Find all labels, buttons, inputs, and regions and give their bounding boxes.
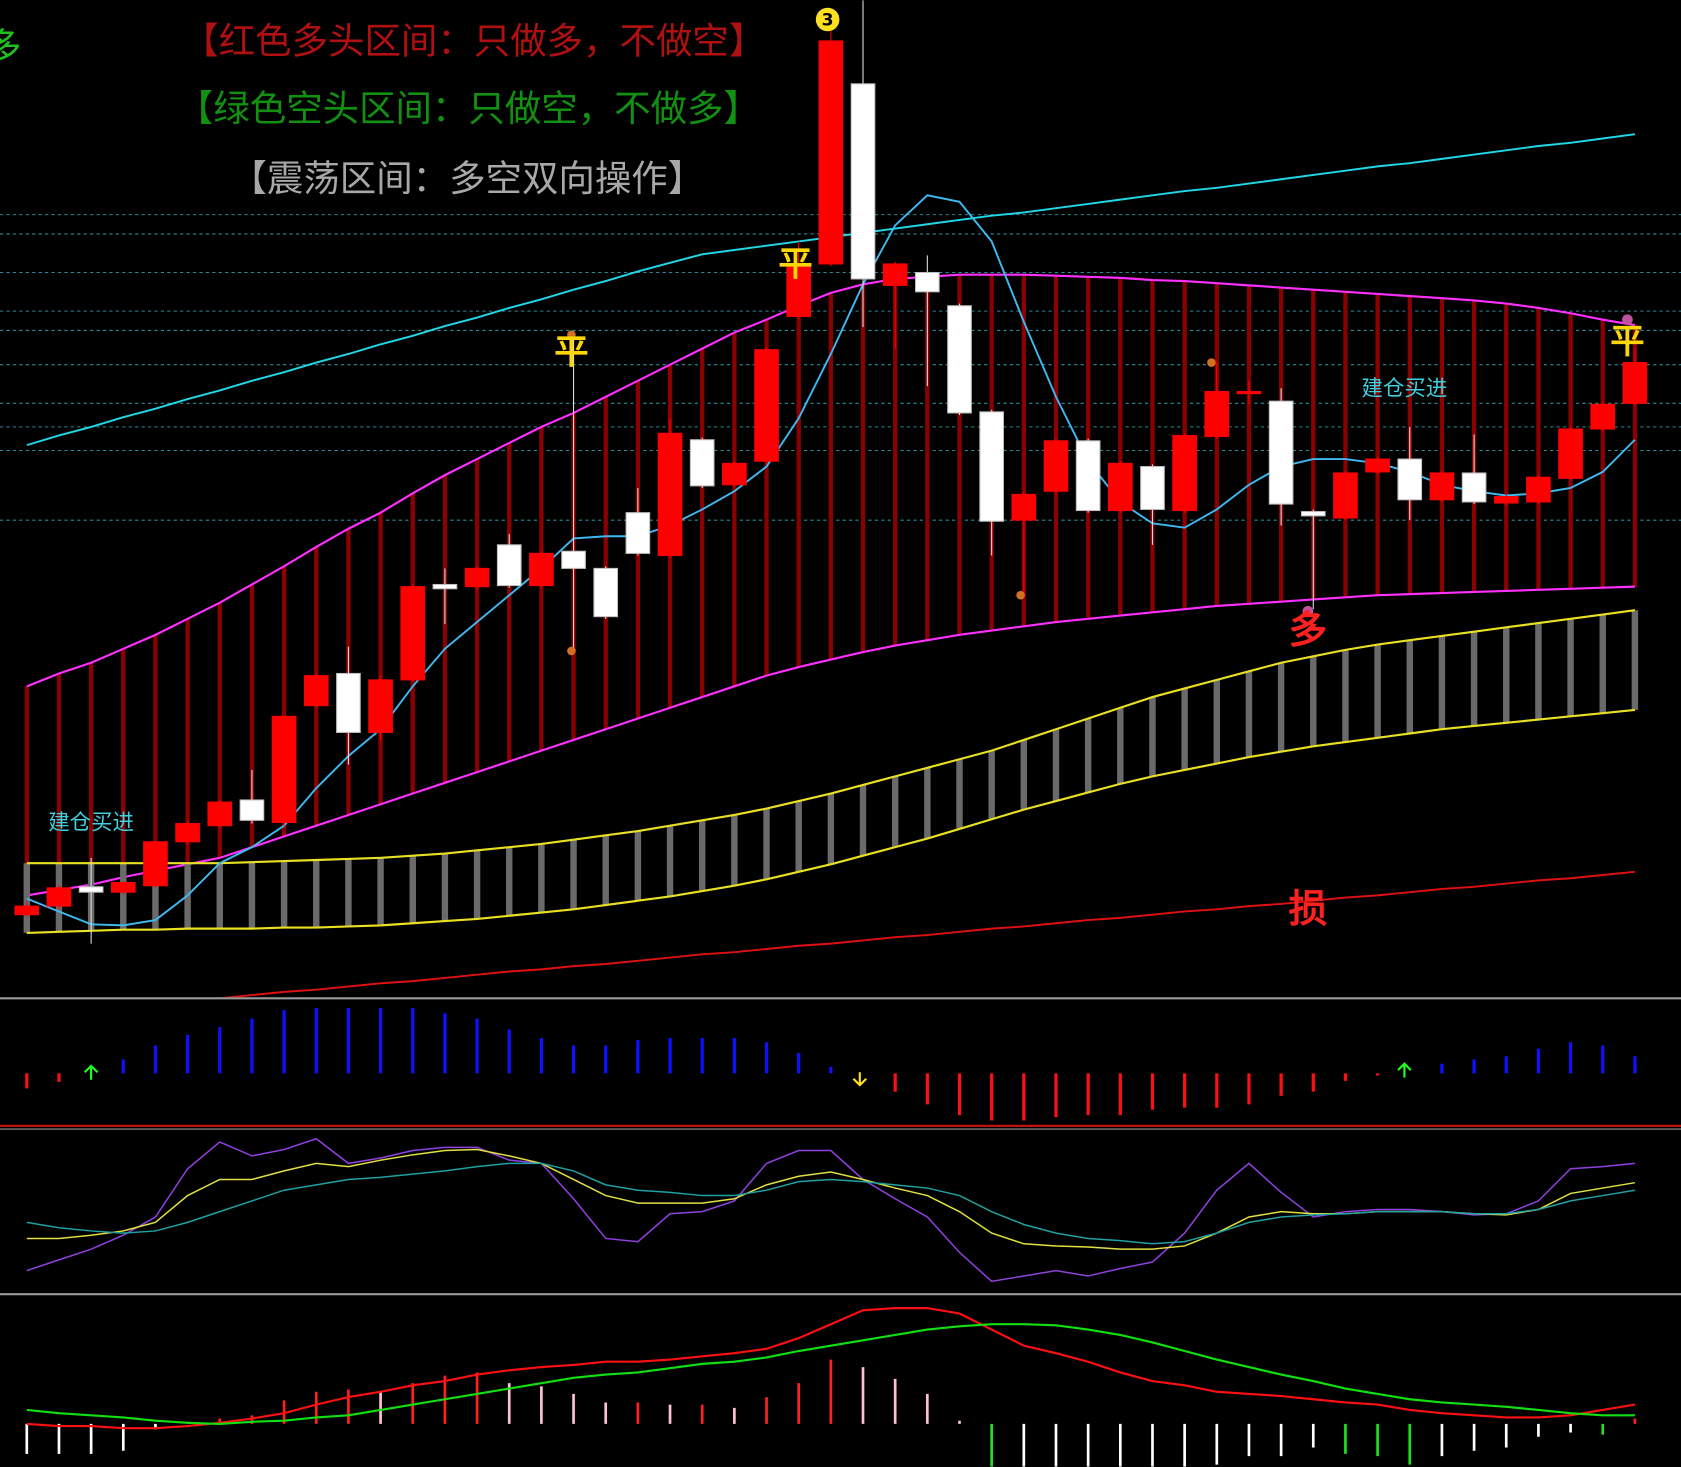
candle-body: [1268, 400, 1294, 505]
candle-body: [1622, 362, 1648, 404]
candle-body: [947, 305, 972, 414]
candle-body: [1107, 462, 1133, 512]
annotation: 损: [1289, 887, 1328, 932]
down-arrow: [852, 1072, 867, 1087]
candle-body: [786, 265, 812, 318]
band-lower: [26, 708, 1636, 934]
candle-body: [271, 715, 297, 824]
main-panel: [0, 0, 1681, 998]
annotation: 【绿色空头区间：只做空，不做多】: [177, 87, 760, 130]
marker: [1622, 314, 1633, 326]
candle-body: [915, 271, 940, 293]
line: [26, 1307, 1636, 1430]
marker: [1207, 358, 1216, 367]
badge: [815, 7, 840, 32]
up-arrow: [1397, 1062, 1412, 1078]
candle-body: [78, 886, 104, 893]
candle-body: [1043, 440, 1069, 492]
annotation: 多: [1289, 608, 1328, 653]
signal-arrows: [83, 1062, 1412, 1087]
up-arrow: [83, 1064, 99, 1080]
candle-body: [1075, 440, 1101, 512]
candle-body: [1558, 428, 1583, 479]
candle-body: [46, 887, 72, 907]
candle-body: [175, 823, 200, 843]
candle-body: [593, 567, 619, 618]
candle-body: [818, 40, 844, 265]
volume-panel: [25, 1007, 1637, 1121]
candle-body: [1429, 472, 1455, 501]
annotation: 平: [1610, 322, 1644, 362]
candle-body: [239, 799, 265, 821]
candle-body: [1461, 472, 1487, 503]
annotation: 平: [778, 245, 812, 285]
annotation: 多: [0, 25, 21, 68]
candle-body: [1526, 476, 1551, 503]
candle-body: [143, 841, 168, 887]
candle-body: [110, 881, 136, 893]
candle-body: [754, 349, 779, 462]
candle-body: [625, 512, 651, 554]
candle-body: [336, 672, 361, 733]
candle-body: [1333, 472, 1358, 519]
line: [26, 1137, 1635, 1283]
candle-body: [1140, 466, 1165, 510]
annotation: 3: [822, 11, 834, 31]
annotation: 【震荡区间：多空双向操作】: [230, 157, 704, 200]
band-upper: [26, 609, 1636, 865]
annotation: 平: [554, 332, 588, 372]
line: [26, 1323, 1635, 1425]
annotation: 建仓买进: [48, 811, 134, 836]
candle-body: [303, 675, 329, 707]
marker: [567, 646, 576, 656]
candle-body: [1236, 390, 1262, 395]
candle-body: [1172, 434, 1197, 512]
candle-body: [1365, 458, 1390, 473]
macd-panel: [25, 1307, 1637, 1467]
marker: [567, 330, 576, 339]
candle-body: [979, 411, 1004, 522]
candle-body: [464, 567, 490, 588]
candle-body: [529, 552, 554, 587]
candle-body: [722, 462, 747, 486]
annotation: 建仓买进: [1362, 376, 1448, 401]
candle-body: [1493, 496, 1519, 504]
candle-body: [1300, 511, 1326, 517]
kdj-panel: [26, 1137, 1636, 1283]
candle-body: [561, 550, 586, 569]
candle-body: [689, 439, 715, 487]
candle-body: [1590, 403, 1616, 430]
band-upper: [26, 273, 1636, 688]
marker: [1302, 605, 1314, 617]
line: [26, 1162, 1636, 1245]
marker: [1016, 590, 1025, 600]
annotation: 【红色多头区间：只做多，不做空】: [182, 20, 765, 63]
band-lower: [26, 585, 1635, 897]
candle-body: [1204, 390, 1230, 438]
candle-body: [400, 586, 426, 681]
candle-body: [207, 801, 233, 827]
candle-body: [657, 432, 683, 557]
candle-body: [496, 544, 522, 587]
line: [220, 870, 1635, 998]
candle-body: [432, 583, 458, 590]
annotations: 【红色多头区间：只做多，不做空】【绿色空头区间：只做空，不做多】【震荡区间：多空…: [0, 11, 1645, 932]
candle-body: [368, 679, 393, 733]
candle-body: [14, 905, 40, 916]
candle-body: [882, 263, 908, 286]
candle-body: [1011, 493, 1037, 521]
candle-body: [1397, 458, 1423, 501]
markers: [567, 7, 1633, 656]
candle-body: [850, 83, 876, 280]
